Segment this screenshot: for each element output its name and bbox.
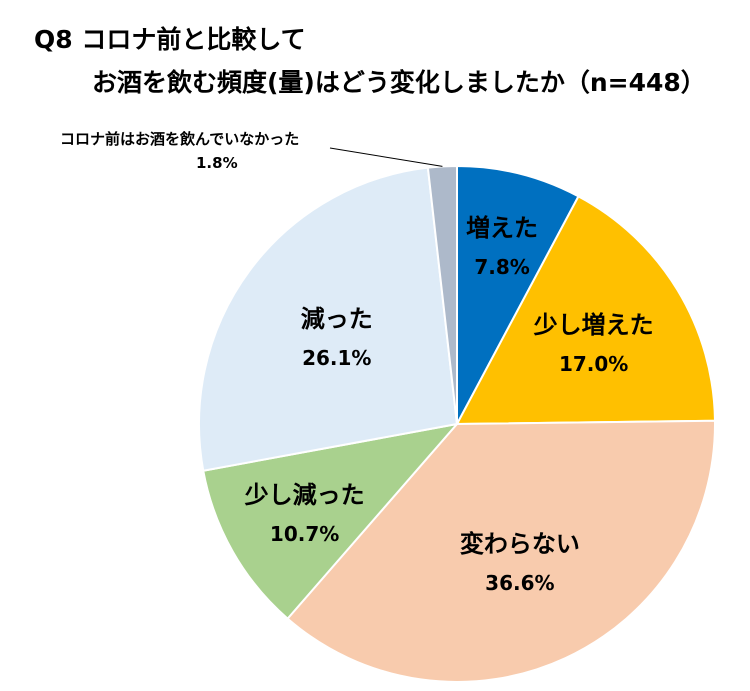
pie-slice-3 — [286, 419, 716, 683]
slice-value-5: 26.1% — [302, 346, 371, 370]
slice-value-4: 10.7% — [270, 522, 339, 546]
pie-slice-5 — [198, 166, 459, 472]
slice-value-1: 7.8% — [474, 255, 529, 279]
slice-label-6: コロナ前はお酒を飲んでいなかった — [60, 130, 300, 148]
slice-label-4: 少し減った — [244, 481, 365, 509]
slice-label-2: 少し増えた — [533, 311, 654, 339]
slice-value-3: 36.6% — [485, 571, 554, 595]
chart-title: Q8 コロナ前と比較して — [34, 25, 306, 54]
chart-subtitle: お酒を飲む頻度(量)はどう変化しましたか（n=448） — [92, 68, 706, 97]
slice-label-5: 減った — [301, 305, 373, 333]
slice-label-1: 増えた — [466, 214, 538, 242]
slice-label-3: 変わらない — [460, 530, 580, 558]
slice-value-6: 1.8% — [196, 154, 238, 172]
pie-slice-1 — [456, 164, 580, 425]
leader-line — [329, 147, 443, 167]
pie-slice-2 — [455, 195, 716, 426]
slice-value-2: 17.0% — [559, 352, 628, 376]
pie-slice-4 — [202, 422, 460, 621]
